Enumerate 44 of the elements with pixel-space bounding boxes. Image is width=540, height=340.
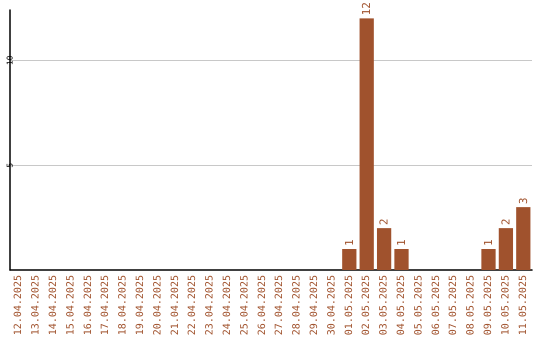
bar — [360, 18, 374, 270]
bar — [498, 228, 514, 270]
x-tick-label: 08.05.2025 — [466, 275, 477, 336]
data-label: 1 — [342, 239, 356, 246]
x-tick-label: 18.04.2025 — [118, 275, 129, 336]
x-tick-label: 07.05.2025 — [448, 275, 460, 336]
x-tick-label: 04.05.2025 — [396, 275, 407, 336]
x-tick-label: 14.04.2025 — [48, 275, 59, 336]
x-tick-label: 23.04.2025 — [204, 275, 216, 336]
x-tick-label: 01.05.2025 — [344, 275, 355, 336]
x-tick-label: 20.04.2025 — [152, 275, 164, 336]
x-tick-label: 21.04.2025 — [170, 275, 181, 336]
x-tick-label: 19.04.2025 — [135, 275, 146, 336]
x-tick-label: 10.05.2025 — [500, 275, 512, 336]
data-label: 2 — [499, 218, 512, 226]
x-tick-label: 05.05.2025 — [413, 275, 424, 336]
x-tick-label: 09.05.2025 — [483, 275, 494, 336]
x-tick-label: 02.05.2025 — [361, 275, 372, 336]
x-tick-label: 28.04.2025 — [292, 275, 303, 336]
bar — [516, 207, 530, 270]
x-tick-label: 03.05.2025 — [378, 275, 390, 336]
x-tick-label: 30.04.2025 — [326, 275, 338, 336]
x-tick-label: 29.04.2025 — [309, 275, 320, 336]
x-tick-label: 27.04.2025 — [274, 275, 286, 336]
data-label: 2 — [378, 218, 391, 226]
x-tick-label: 25.04.2025 — [239, 275, 250, 336]
bar — [481, 249, 496, 270]
data-label: 1 — [482, 239, 495, 246]
bar — [342, 249, 356, 270]
bar — [376, 228, 392, 270]
data-label: 1 — [395, 239, 408, 246]
bar — [394, 249, 409, 270]
x-tick-label: 15.04.2025 — [65, 275, 76, 336]
x-tick-label: 12.04.2025 — [13, 275, 24, 336]
x-tick-label: 13.04.2025 — [30, 275, 42, 336]
data-label: 12 — [360, 2, 374, 16]
x-tick-label: 06.05.2025 — [430, 275, 442, 336]
data-label: 3 — [516, 197, 530, 204]
x-tick-label: 26.04.2025 — [256, 275, 268, 336]
x-tick-label: 22.04.2025 — [187, 275, 198, 336]
x-tick-label: 11.05.2025 — [518, 275, 529, 336]
x-tick-label: 16.04.2025 — [82, 275, 94, 336]
x-tick-label: 17.04.2025 — [100, 275, 112, 336]
x-tick-label: 24.04.2025 — [222, 275, 233, 336]
